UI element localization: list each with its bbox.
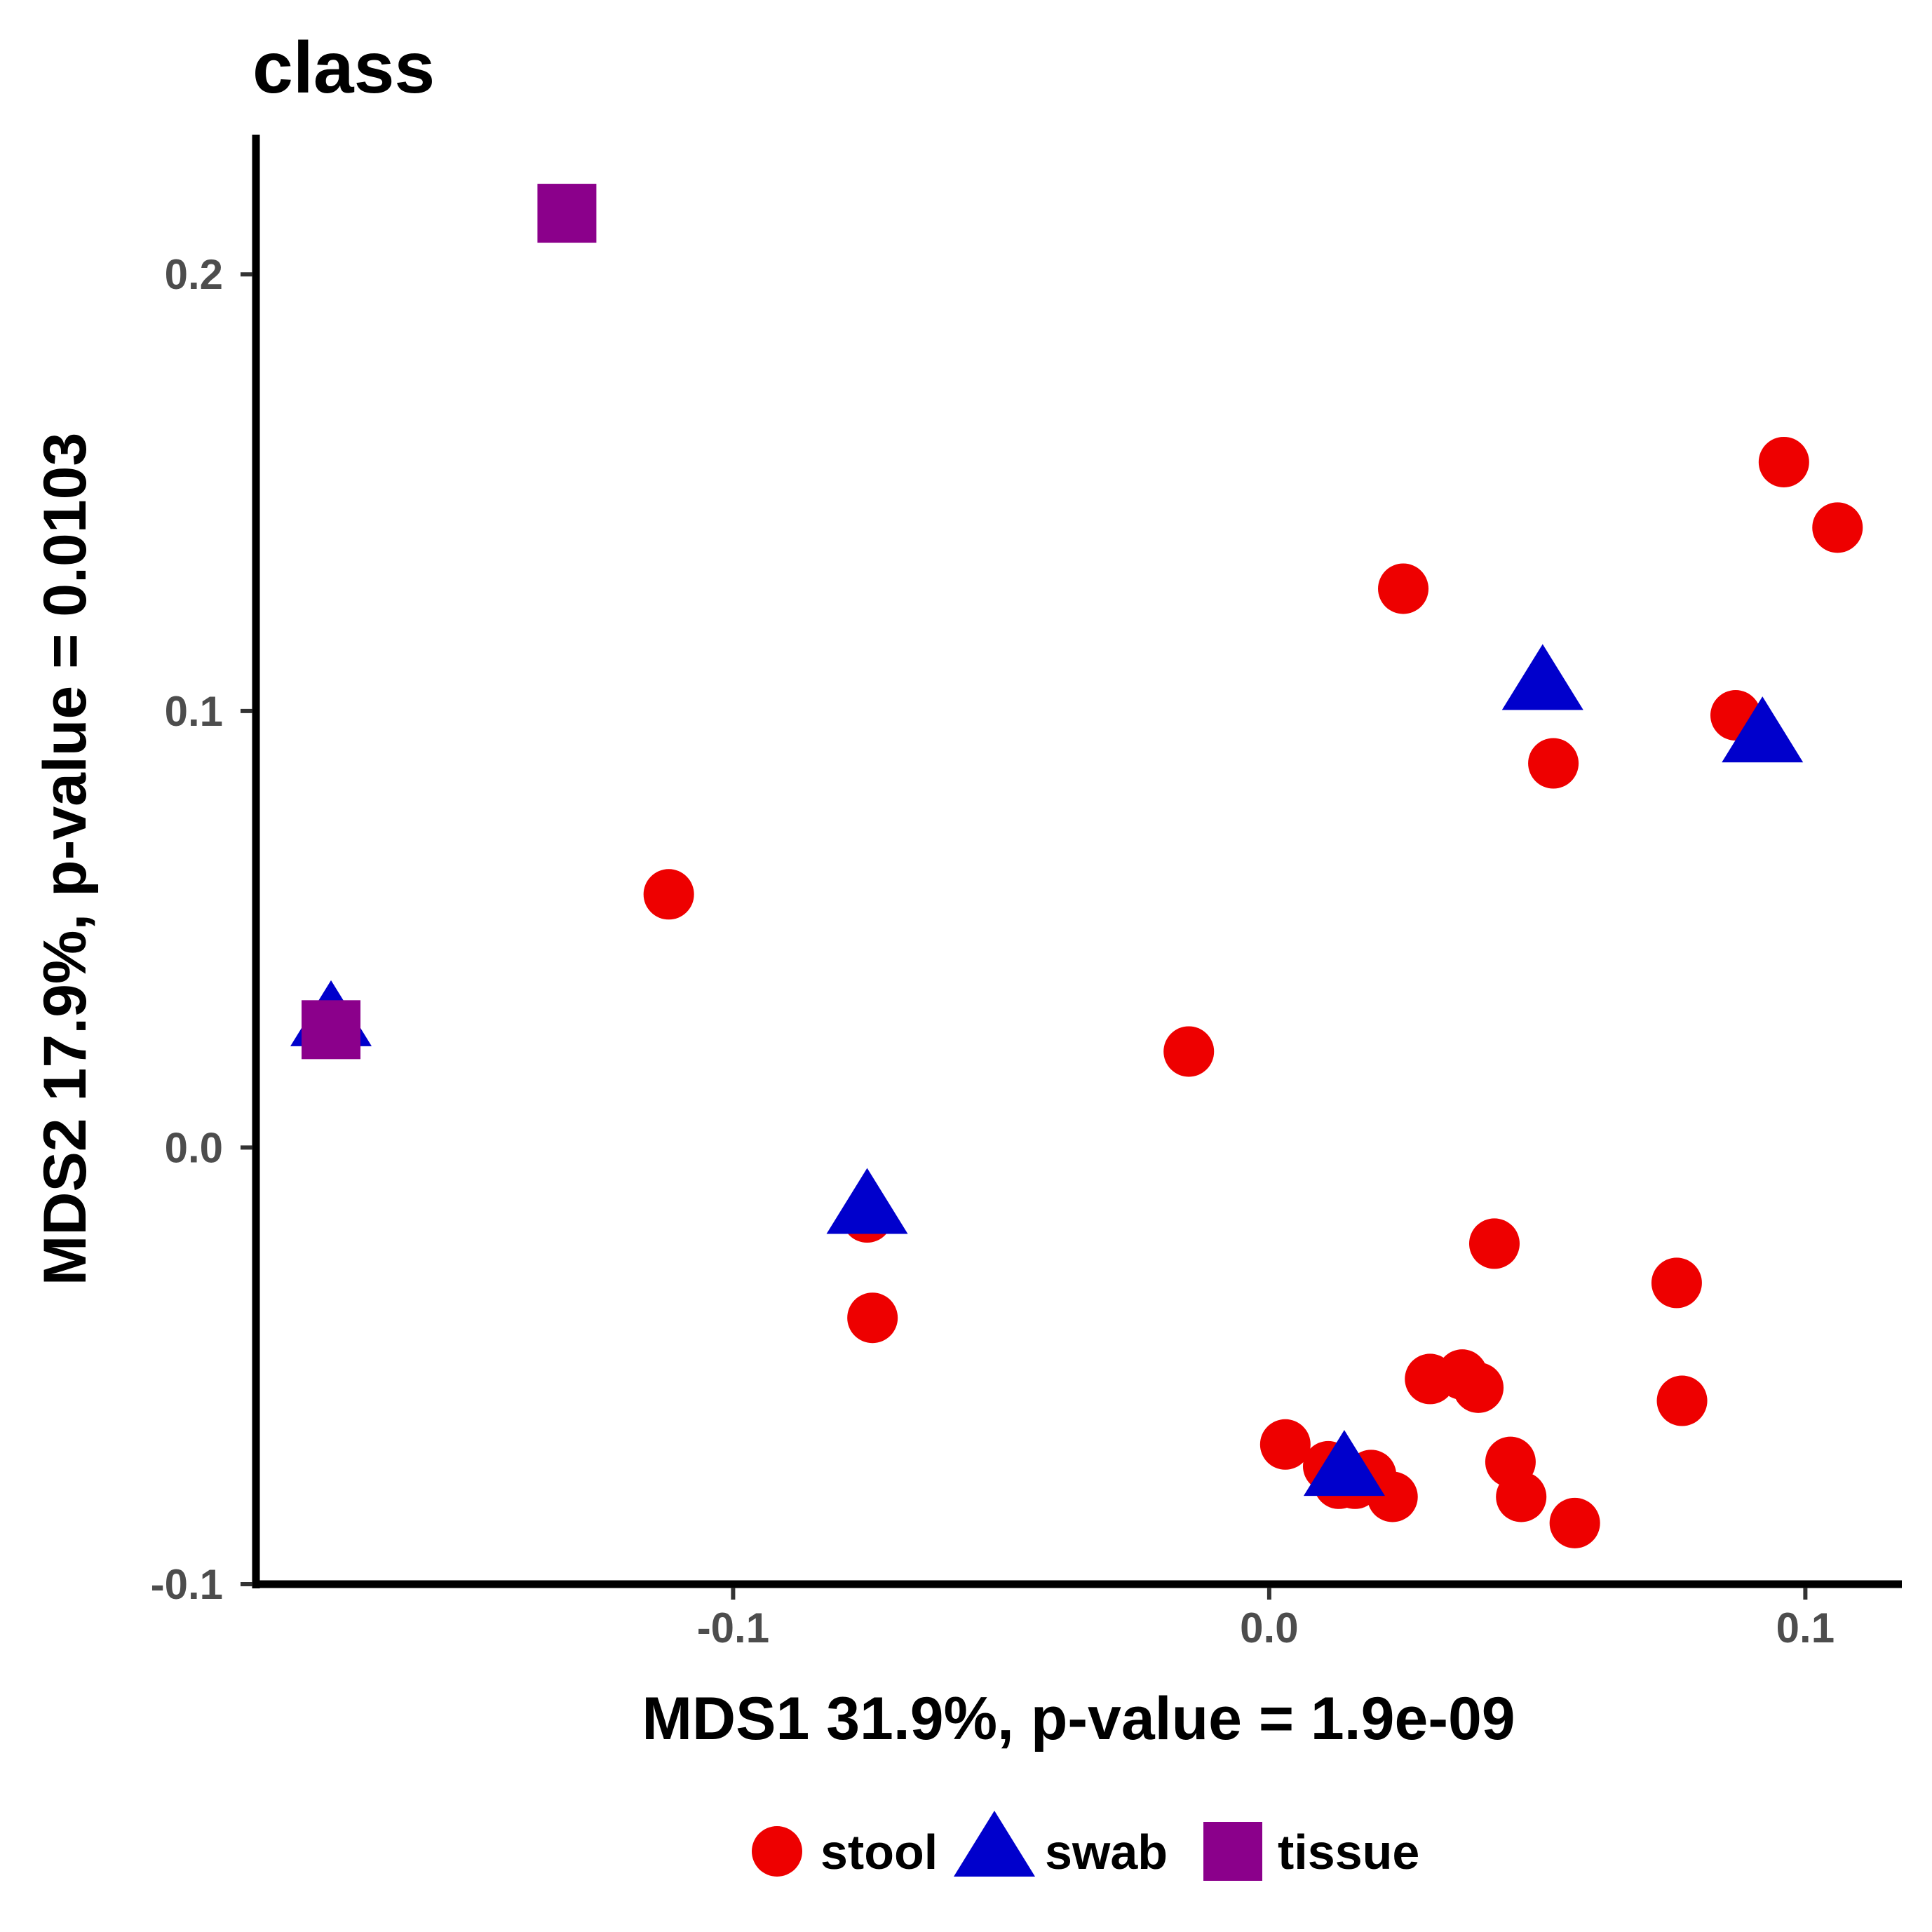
x-tick-label: -0.1	[697, 1605, 769, 1651]
stool-point	[1528, 738, 1579, 789]
stool-point	[1367, 1471, 1418, 1522]
stool-point	[643, 869, 694, 920]
stool-point	[1259, 1419, 1311, 1470]
y-tick-label: 0.1	[165, 688, 223, 735]
y-tick-label: 0.2	[165, 251, 223, 298]
x-axis-title: MDS1 31.9%, p-value = 1.9e-09	[642, 1685, 1515, 1752]
legend-label-tissue: tissue	[1278, 1825, 1419, 1879]
legend: stool swab tissue	[752, 1811, 1419, 1881]
swab-point	[1303, 1430, 1385, 1497]
stool-point	[1378, 563, 1429, 614]
swab-point	[1501, 644, 1583, 710]
stool-point	[1163, 1026, 1215, 1077]
legend-key-swab	[954, 1811, 1035, 1877]
y-tick-label: 0.0	[165, 1124, 223, 1171]
stool-point	[1496, 1471, 1547, 1522]
stool-point	[1468, 1218, 1520, 1269]
tissue-point	[302, 1000, 361, 1060]
stool-point	[1453, 1362, 1504, 1413]
x-tick-label: 0.1	[1776, 1605, 1835, 1651]
x-ticks: -0.1 0.0 0.1	[697, 1588, 1835, 1651]
y-ticks: -0.1 0.0 0.1 0.2	[151, 251, 252, 1608]
stool-point	[1758, 436, 1809, 487]
legend-key-stool	[752, 1826, 802, 1877]
legend-key-tissue	[1203, 1822, 1262, 1881]
swab-point	[826, 1168, 908, 1234]
x-tick-label: 0.0	[1240, 1605, 1298, 1651]
points-layer	[290, 184, 1863, 1548]
tissue-point	[537, 184, 597, 243]
y-tick-label: -0.1	[151, 1561, 223, 1608]
stool-point	[1651, 1257, 1702, 1309]
stool-point	[847, 1292, 898, 1344]
stool-point	[1812, 502, 1863, 553]
legend-label-stool: stool	[820, 1825, 938, 1879]
y-axis-title: MDS2 17.9%, p-value = 0.0103	[32, 433, 99, 1286]
swab-point	[1722, 696, 1804, 763]
chart-title: class	[252, 27, 435, 109]
stool-point	[1549, 1497, 1600, 1548]
legend-label-swab: swab	[1045, 1825, 1168, 1879]
stool-point	[1656, 1375, 1708, 1426]
